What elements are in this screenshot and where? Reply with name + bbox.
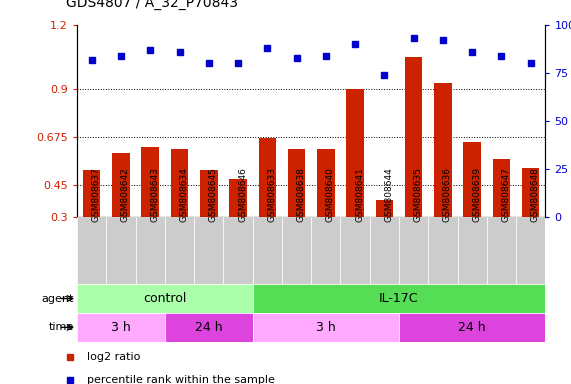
Bar	[252, 284, 545, 313]
Bar	[77, 313, 165, 342]
Bar	[457, 217, 486, 284]
Bar	[77, 217, 106, 284]
Bar	[165, 217, 194, 284]
Bar	[171, 149, 188, 281]
Text: GSM808633: GSM808633	[267, 167, 276, 222]
Text: GSM808639: GSM808639	[472, 167, 481, 222]
Text: GSM808644: GSM808644	[384, 167, 393, 222]
Bar	[142, 147, 159, 281]
Bar	[282, 217, 311, 284]
Bar	[346, 89, 364, 281]
Bar	[463, 142, 481, 281]
Bar	[428, 217, 457, 284]
Bar	[493, 159, 510, 281]
Text: 3 h: 3 h	[111, 321, 131, 334]
Text: GSM808640: GSM808640	[326, 167, 335, 222]
Bar	[317, 149, 335, 281]
Text: GSM808646: GSM808646	[238, 167, 247, 222]
Text: IL-17C: IL-17C	[379, 292, 419, 305]
Bar	[200, 170, 218, 281]
Text: GSM808648: GSM808648	[530, 167, 540, 222]
Bar	[370, 217, 399, 284]
Bar	[486, 217, 516, 284]
Text: GSM808635: GSM808635	[413, 167, 423, 222]
Bar	[194, 217, 223, 284]
Text: GSM808637: GSM808637	[92, 167, 100, 222]
Text: log2 ratio: log2 ratio	[87, 352, 140, 362]
Text: percentile rank within the sample: percentile rank within the sample	[87, 375, 275, 384]
Text: 3 h: 3 h	[316, 321, 336, 334]
Text: GSM808645: GSM808645	[209, 167, 218, 222]
Bar	[77, 284, 252, 313]
Bar	[405, 57, 423, 281]
Text: control: control	[143, 292, 187, 305]
Text: GSM808641: GSM808641	[355, 167, 364, 222]
Text: GSM808647: GSM808647	[501, 167, 510, 222]
Bar	[399, 217, 428, 284]
Bar	[340, 217, 370, 284]
Text: agent: agent	[42, 293, 74, 304]
Text: 24 h: 24 h	[195, 321, 223, 334]
Bar	[83, 170, 100, 281]
Bar	[223, 217, 252, 284]
Bar	[399, 313, 545, 342]
Text: GSM808638: GSM808638	[296, 167, 305, 222]
Bar	[259, 138, 276, 281]
Bar	[165, 313, 252, 342]
Bar	[252, 217, 282, 284]
Bar	[112, 153, 130, 281]
Text: GSM808642: GSM808642	[121, 167, 130, 222]
Bar	[516, 217, 545, 284]
Bar	[136, 217, 165, 284]
Text: time: time	[49, 322, 74, 333]
Text: GSM808634: GSM808634	[179, 167, 188, 222]
Bar	[288, 149, 305, 281]
Bar	[106, 217, 135, 284]
Bar	[376, 200, 393, 281]
Bar	[229, 179, 247, 281]
Text: GDS4807 / A_32_P70843: GDS4807 / A_32_P70843	[66, 0, 238, 10]
Text: GSM808636: GSM808636	[443, 167, 452, 222]
Text: 24 h: 24 h	[459, 321, 486, 334]
Bar	[434, 83, 452, 281]
Text: GSM808643: GSM808643	[150, 167, 159, 222]
Bar	[252, 313, 399, 342]
Bar	[522, 168, 540, 281]
Bar	[311, 217, 340, 284]
